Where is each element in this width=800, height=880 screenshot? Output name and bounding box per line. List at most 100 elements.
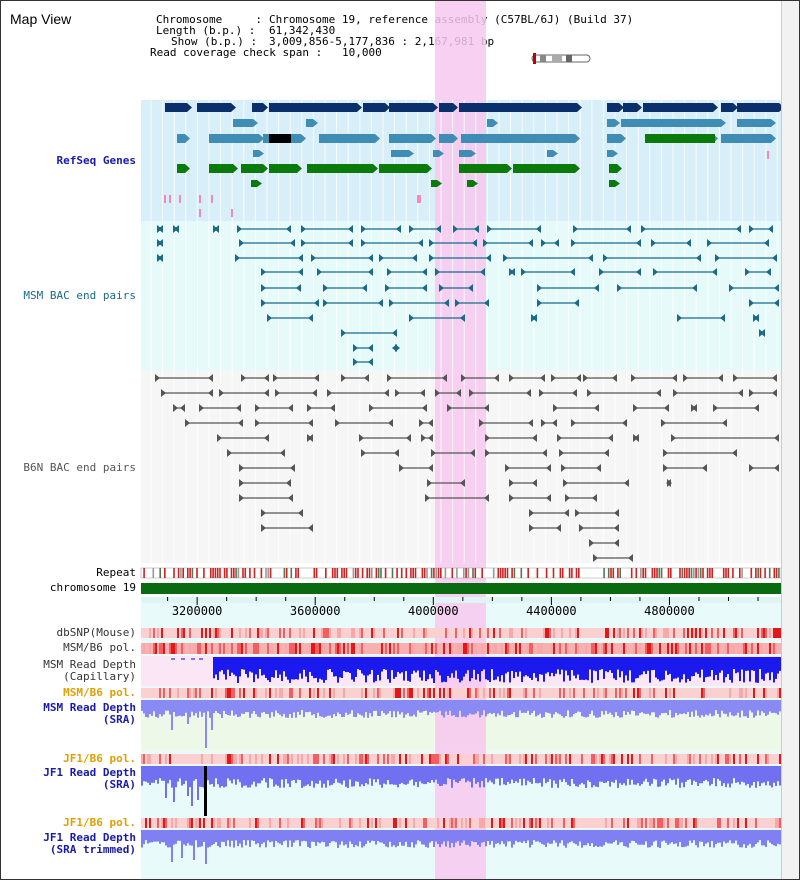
msm-b6-pol-2-cell xyxy=(189,688,191,698)
msm-b6-pol-2-cell xyxy=(169,688,171,698)
track-label-jf1-depth-trimmed-sub: (SRA trimmed) xyxy=(49,843,136,856)
msm-depth-sra-bar xyxy=(755,700,757,716)
track-label-msm-depth-sra[interactable]: MSM Read Depth xyxy=(43,701,136,714)
msm-bac-pair-end xyxy=(235,254,240,262)
jf1-depth-trimmed-bar xyxy=(501,830,503,842)
msm-b6-pol-2-cell xyxy=(469,688,471,698)
msm-depth-sra-bar xyxy=(389,700,391,712)
msm-depth-capillary-bar xyxy=(557,657,559,670)
jf1-depth-trimmed-bar xyxy=(559,830,561,844)
msm-b6-pol-2-cell xyxy=(507,688,509,698)
jf1-depth-trimmed-bar xyxy=(471,830,473,842)
repeat-element xyxy=(578,568,580,578)
jf1-b6-pol-1-cell xyxy=(307,754,309,764)
msm-b6-pol-2-cell xyxy=(333,688,335,698)
jf1-b6-pol-2-cell xyxy=(531,818,533,828)
msm-depth-capillary-bar xyxy=(685,657,687,683)
msm-b6-pol-2-cell xyxy=(559,688,561,698)
jf1-depth-sra-bar xyxy=(753,766,755,783)
track-label-refseq[interactable]: RefSeq Genes xyxy=(56,154,136,167)
b6n-bac-pair-end xyxy=(308,434,313,442)
jf1-depth-trimmed-bar xyxy=(499,830,501,845)
jf1-depth-sra-bar xyxy=(503,766,505,785)
msm-depth-capillary-bar xyxy=(521,657,523,683)
track-label-msm-b6-pol-2[interactable]: MSM/B6 pol. xyxy=(63,686,136,699)
jf1-depth-sra-bar xyxy=(265,766,267,783)
msm-b6-pol-1-cell xyxy=(733,643,735,654)
b6n-bac-pair-end xyxy=(732,449,737,457)
jf1-depth-trimmed-bar xyxy=(365,830,367,845)
b6n-bac-pair-end xyxy=(431,449,436,457)
track-label-msm-bac[interactable]: MSM BAC end pairs xyxy=(23,289,136,302)
b6n-bac-pair-end xyxy=(185,419,190,427)
msm-depth-sra-bar xyxy=(583,700,585,717)
msm-depth-sra-bar xyxy=(247,700,249,713)
b6n-bac-pair-end xyxy=(208,389,213,397)
msm-depth-sra-bar xyxy=(191,700,193,712)
repeat-element xyxy=(354,568,357,578)
msm-depth-capillary-bar xyxy=(765,657,767,674)
repeat-element xyxy=(651,568,654,578)
msm-depth-capillary-bar xyxy=(361,657,363,674)
repeat-element xyxy=(451,568,454,578)
jf1-depth-sra-bar xyxy=(143,766,145,782)
track-label-jf1-b6-pol-2[interactable]: JF1/B6 pol. xyxy=(63,816,136,829)
dbsnp-cell xyxy=(455,628,457,638)
msm-depth-sra-bar xyxy=(261,700,263,713)
jf1-b6-pol-2-cell xyxy=(693,818,695,828)
track-label-jf1-b6-pol-1[interactable]: JF1/B6 pol. xyxy=(63,752,136,765)
jf1-depth-sra-bar xyxy=(685,766,687,782)
jf1-b6-pol-2-cell xyxy=(257,818,259,828)
chromosome-ideogram[interactable] xyxy=(530,53,592,64)
msm-depth-sra-bar xyxy=(719,700,721,718)
b6n-bac-pair-end xyxy=(442,374,447,382)
msm-b6-pol-1-cell xyxy=(443,643,445,654)
jf1-depth-sra-bar xyxy=(693,766,695,781)
jf1-depth-sra-bar xyxy=(287,766,289,784)
b6n-bac-pair-end xyxy=(327,389,332,397)
track-label-jf1-depth-trimmed[interactable]: JF1 Read Depth xyxy=(43,831,136,844)
msm-depth-sra-bar xyxy=(519,700,521,711)
msm-b6-pol-2-cell xyxy=(411,688,413,698)
dbsnp-cell xyxy=(413,628,415,638)
dbsnp-cell xyxy=(201,628,203,638)
msm-depth-sra-bar xyxy=(495,700,497,717)
msm-b6-pol-1-cell xyxy=(325,643,327,654)
jf1-depth-trimmed-bar xyxy=(329,830,331,843)
jf1-depth-sra-bar xyxy=(723,766,725,784)
jf1-b6-pol-2-cell xyxy=(287,818,289,828)
jf1-depth-trimmed-bar xyxy=(423,830,425,845)
jf1-depth-trimmed-bar xyxy=(241,830,243,848)
gene-mid-arrow xyxy=(493,119,498,127)
jf1-depth-sra-bar xyxy=(445,766,447,785)
msm-bac-pair-end xyxy=(677,314,682,322)
track-label-b6n-bac[interactable]: B6N BAC end pairs xyxy=(23,461,136,474)
track-label-jf1-depth[interactable]: JF1 Read Depth xyxy=(43,766,136,779)
msm-b6-pol-1-cell xyxy=(449,643,451,654)
repeat-element xyxy=(237,568,240,578)
jf1-depth-sra-bar xyxy=(473,766,475,779)
jf1-depth-sra-bar xyxy=(187,766,189,796)
jf1-b6-pol-1-cell xyxy=(277,754,279,764)
msm-b6-pol-1-cell xyxy=(431,643,433,654)
msm-depth-sra-bar xyxy=(445,700,447,712)
msm-b6-pol-1-cell xyxy=(553,643,555,654)
b6n-bac-pair-end xyxy=(361,449,366,457)
jf1-depth-sra-bar xyxy=(439,766,441,786)
vertical-scrollbar[interactable] xyxy=(781,1,799,879)
msm-depth-sra-bar xyxy=(703,700,705,717)
track-label-msm-b6-pol-1[interactable]: MSM/B6 pol. xyxy=(63,641,136,654)
jf1-depth-sra-bar xyxy=(309,766,311,787)
track-label-dbsnp[interactable]: dbSNP(Mouse) xyxy=(56,626,136,639)
msm-depth-sra-bar xyxy=(511,700,513,715)
jf1-depth-trimmed-bar xyxy=(295,830,297,841)
track-label-msm-depth-capillary[interactable]: MSM Read Depth xyxy=(43,658,136,671)
msm-depth-capillary-bar xyxy=(477,657,479,674)
jf1-b6-pol-1-cell xyxy=(627,754,629,764)
jf1-depth-trimmed-bar xyxy=(759,830,761,841)
b6n-bac-pair-end xyxy=(460,479,465,487)
b6n-bac-pair-end xyxy=(540,374,545,382)
jf1-depth-trimmed-bar xyxy=(603,830,605,846)
msm-depth-sra-bar xyxy=(679,700,681,714)
